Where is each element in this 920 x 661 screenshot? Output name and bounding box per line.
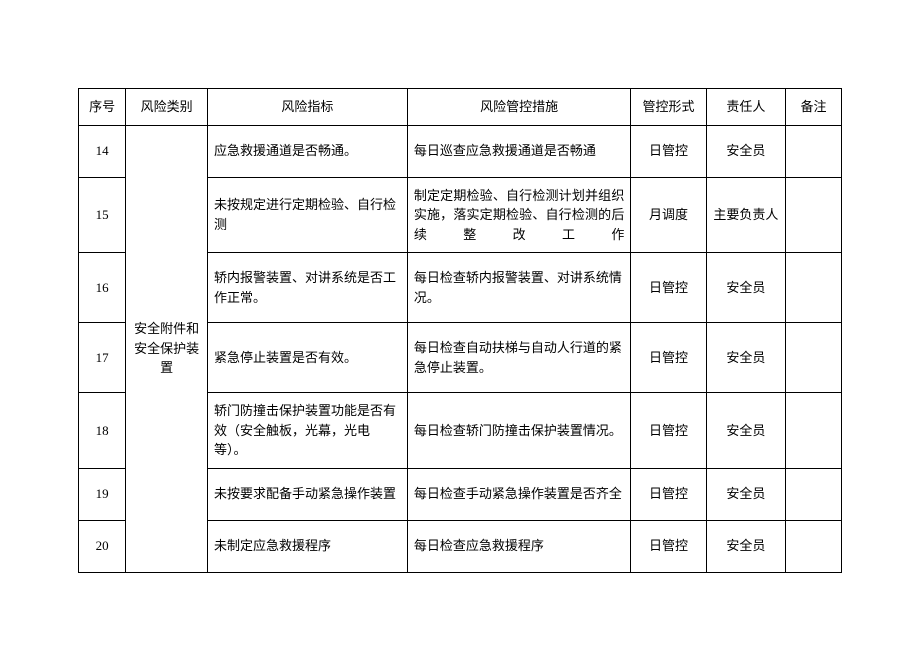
cell-seq: 16: [79, 253, 126, 323]
cell-ctrl: 日管控: [631, 253, 706, 323]
cell-indicator: 未按规定进行定期检验、自行检测: [207, 177, 407, 253]
cell-measure: 每日巡查应急救援通道是否畅通: [407, 125, 631, 177]
cell-measure: 每日检查手动紧急操作装置是否齐全: [407, 468, 631, 520]
cell-category: 安全附件和安全保护装置: [126, 125, 208, 572]
cell-indicator: 未制定应急救援程序: [207, 520, 407, 572]
cell-seq: 17: [79, 323, 126, 393]
cell-remark: [786, 177, 842, 253]
header-category: 风险类别: [126, 89, 208, 126]
cell-seq: 15: [79, 177, 126, 253]
cell-measure: 每日检查轿门防撞击保护装置情况。: [407, 393, 631, 469]
header-indicator: 风险指标: [207, 89, 407, 126]
cell-indicator: 紧急停止装置是否有效。: [207, 323, 407, 393]
cell-ctrl: 日管控: [631, 468, 706, 520]
cell-ctrl: 日管控: [631, 125, 706, 177]
cell-measure: 每日检查轿内报警装置、对讲系统情况。: [407, 253, 631, 323]
header-measure: 风险管控措施: [407, 89, 631, 126]
cell-remark: [786, 125, 842, 177]
table-row: 14 安全附件和安全保护装置 应急救援通道是否畅通。 每日巡查应急救援通道是否畅…: [79, 125, 842, 177]
cell-seq: 18: [79, 393, 126, 469]
header-seq: 序号: [79, 89, 126, 126]
cell-ctrl: 月调度: [631, 177, 706, 253]
cell-remark: [786, 323, 842, 393]
risk-table: 序号 风险类别 风险指标 风险管控措施 管控形式 责任人 备注 14 安全附件和…: [78, 88, 842, 573]
cell-measure: 制定定期检验、自行检测计划并组织实施，落实定期检验、自行检测的后续整改工作: [407, 177, 631, 253]
cell-seq: 20: [79, 520, 126, 572]
cell-resp: 主要负责人: [706, 177, 786, 253]
cell-indicator: 轿门防撞击保护装置功能是否有效（安全触板，光幕，光电等）。: [207, 393, 407, 469]
cell-indicator: 应急救援通道是否畅通。: [207, 125, 407, 177]
cell-measure: 每日检查自动扶梯与自动人行道的紧急停止装置。: [407, 323, 631, 393]
cell-indicator: 轿内报警装置、对讲系统是否工作正常。: [207, 253, 407, 323]
cell-indicator: 未按要求配备手动紧急操作装置: [207, 468, 407, 520]
cell-remark: [786, 253, 842, 323]
cell-seq: 14: [79, 125, 126, 177]
cell-remark: [786, 468, 842, 520]
cell-ctrl: 日管控: [631, 520, 706, 572]
cell-resp: 安全员: [706, 253, 786, 323]
cell-ctrl: 日管控: [631, 393, 706, 469]
cell-resp: 安全员: [706, 393, 786, 469]
cell-resp: 安全员: [706, 468, 786, 520]
cell-remark: [786, 393, 842, 469]
cell-ctrl: 日管控: [631, 323, 706, 393]
cell-remark: [786, 520, 842, 572]
table-header-row: 序号 风险类别 风险指标 风险管控措施 管控形式 责任人 备注: [79, 89, 842, 126]
cell-resp: 安全员: [706, 323, 786, 393]
cell-seq: 19: [79, 468, 126, 520]
header-resp: 责任人: [706, 89, 786, 126]
cell-measure: 每日检查应急救援程序: [407, 520, 631, 572]
cell-resp: 安全员: [706, 125, 786, 177]
header-remark: 备注: [786, 89, 842, 126]
cell-resp: 安全员: [706, 520, 786, 572]
header-ctrl: 管控形式: [631, 89, 706, 126]
